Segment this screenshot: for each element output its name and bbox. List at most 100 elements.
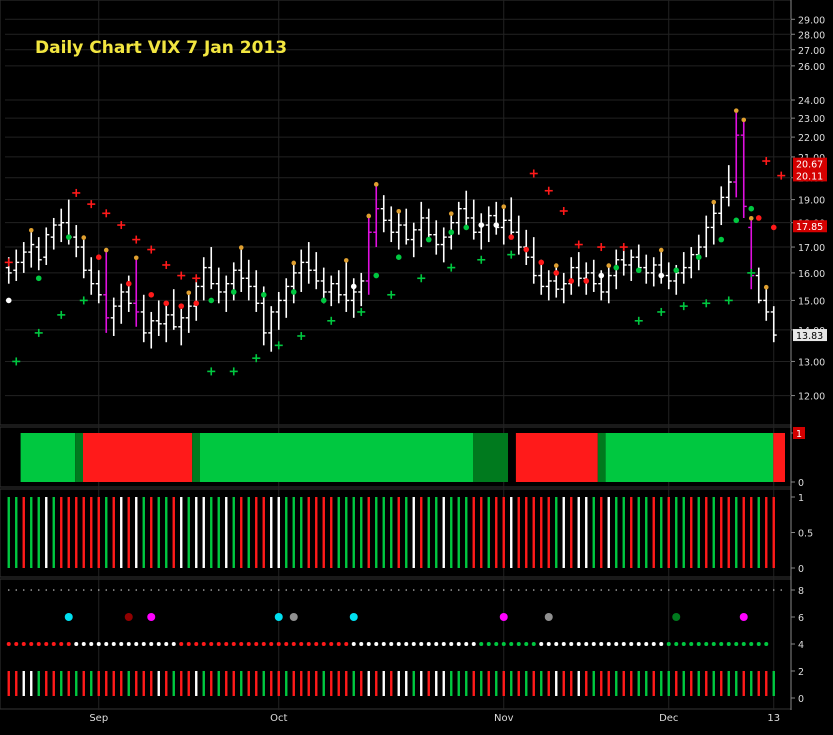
signal-tick-label: 2 (798, 667, 804, 678)
stop-marker (207, 367, 216, 376)
stop-marker (57, 310, 66, 319)
ohlc-bar (268, 306, 275, 352)
signal-dot (486, 642, 491, 646)
stop-marker (559, 206, 568, 215)
pivot-high-dot (553, 263, 559, 268)
signal-dot (404, 642, 409, 646)
signal-dot (516, 642, 521, 646)
pivot-high-dot (28, 227, 34, 233)
signal-dot (569, 642, 574, 646)
signal-top-dot (727, 589, 730, 591)
signal-dot (261, 642, 266, 646)
signal-dot (764, 642, 769, 646)
ohlc-bar (703, 215, 710, 258)
pivot-high-dot (103, 247, 109, 253)
signal-top-dot (67, 589, 70, 591)
ma-dot (448, 229, 455, 236)
signal-top-dot (772, 589, 775, 591)
signal-dot (246, 642, 251, 646)
stop-marker (747, 268, 756, 277)
ma-dot (538, 259, 545, 266)
signal-dot (141, 642, 146, 646)
stop-marker (147, 245, 156, 254)
trend-segment (473, 433, 509, 482)
signal-top-dot (472, 589, 475, 591)
signal-dot (426, 642, 431, 646)
signal-top-dot (592, 589, 595, 591)
price-tick-label: 26.00 (798, 62, 825, 73)
ohlc-bar (298, 249, 305, 292)
trend-segment (5, 433, 21, 482)
stop-marker (507, 250, 516, 259)
stop-marker (634, 316, 643, 325)
ohlc-bar (313, 252, 320, 290)
x-tick-label: 13 (767, 713, 780, 724)
ohlc-bar (178, 309, 185, 346)
signal-dot (299, 642, 304, 646)
signal-dot (66, 642, 71, 646)
price-label: 20.67 (796, 160, 823, 171)
signal-marker (274, 613, 283, 621)
signal-top-dot (480, 589, 483, 591)
price-tick-label: 15.00 (798, 296, 825, 307)
signal-dot (329, 642, 334, 646)
stop-marker (762, 157, 771, 166)
ohlc-bar (575, 252, 582, 287)
stop-marker (529, 169, 538, 178)
ohlc-bar (245, 259, 252, 301)
signal-top-dot (30, 589, 33, 591)
signal-top-dot (82, 589, 85, 591)
signal-dot (591, 642, 596, 646)
signal-dot (104, 642, 109, 646)
ohlc-bar (283, 278, 290, 318)
ohlc-bar (710, 204, 717, 245)
signal-dot (381, 642, 386, 646)
signal-top-dot (697, 589, 700, 591)
ohlc-bar (755, 267, 762, 304)
signal-dot (471, 642, 476, 646)
signal-top-dot (652, 589, 655, 591)
ma-dot (463, 224, 470, 231)
ohlc-bar (20, 242, 27, 273)
ohlc-bar (485, 206, 492, 243)
ma-dot (695, 254, 702, 260)
ohlc-bar (650, 257, 657, 287)
signal-dot (321, 642, 326, 646)
signal-top-dot (292, 589, 295, 591)
signal-top-dot (232, 589, 235, 591)
signal-top-dot (630, 589, 633, 591)
signal-dot (449, 642, 454, 646)
signal-top-dot (172, 589, 175, 591)
trend-segment (83, 433, 193, 482)
signal-top-dot (637, 589, 640, 591)
stop-marker (4, 258, 13, 267)
ohlc-bar (358, 272, 365, 307)
ohlc-bar (718, 186, 725, 226)
ohlc-bar (620, 247, 627, 276)
ma-dot (148, 291, 155, 298)
ma-dot (260, 291, 267, 298)
signal-top-dot (667, 589, 670, 591)
stop-marker (679, 302, 688, 311)
signal-top-dot (300, 589, 303, 591)
axis-layer: 12.0013.0014.0015.0016.0017.0018.0019.00… (89, 15, 827, 724)
signal-top-dot (307, 589, 310, 591)
signal-top-dot (675, 589, 678, 591)
ma-dot (178, 303, 185, 309)
stop-marker (34, 328, 43, 337)
ohlc-bar (380, 195, 387, 233)
ohlc-bar (410, 222, 417, 258)
signal-top-dot (127, 589, 130, 591)
ohlc-bar (740, 121, 747, 218)
stop-marker (72, 188, 81, 197)
ohlc-bar (223, 275, 230, 312)
signal-top-dot (375, 589, 378, 591)
signal-dot (186, 642, 191, 646)
stop-marker (87, 200, 96, 209)
ohlc-bar (335, 270, 342, 304)
signal-tick-label: 0 (798, 694, 804, 705)
ma-dot (290, 289, 297, 295)
price-tick-label: 17.00 (798, 243, 825, 254)
trend-segment (605, 433, 774, 482)
signal-top-dot (495, 589, 498, 591)
